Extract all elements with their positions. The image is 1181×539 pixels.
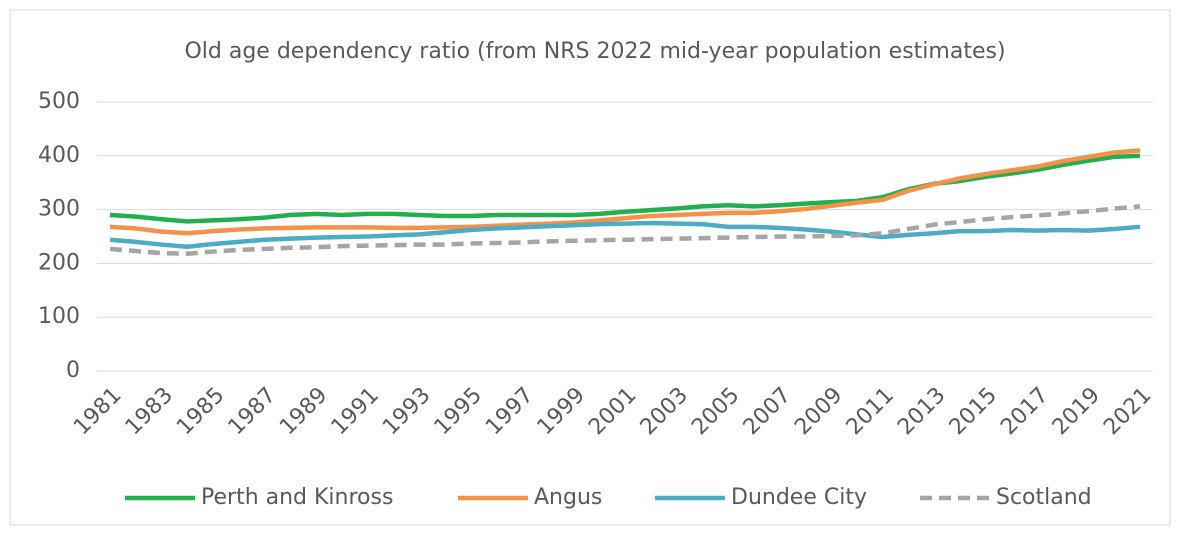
chart-title: Old age dependency ratio (from NRS 2022 … [184, 39, 1005, 64]
y-tick-label: 200 [38, 250, 80, 275]
series-line [109, 204, 1141, 256]
legend-label: Perth and Kinross [201, 485, 393, 510]
y-tick-label: 300 [38, 197, 80, 222]
y-tick-label: 500 [38, 89, 80, 114]
legend-label: Scotland [996, 485, 1092, 510]
series-line [109, 153, 1141, 224]
legend-label: Angus [534, 485, 602, 510]
chart-border [9, 9, 1171, 526]
y-tick-label: 100 [38, 304, 80, 329]
legend-label: Dundee City [731, 485, 867, 510]
series-line [109, 220, 1141, 249]
series-line [109, 148, 1141, 236]
y-tick-label: 400 [38, 143, 80, 168]
y-tick-label: 0 [66, 358, 80, 383]
